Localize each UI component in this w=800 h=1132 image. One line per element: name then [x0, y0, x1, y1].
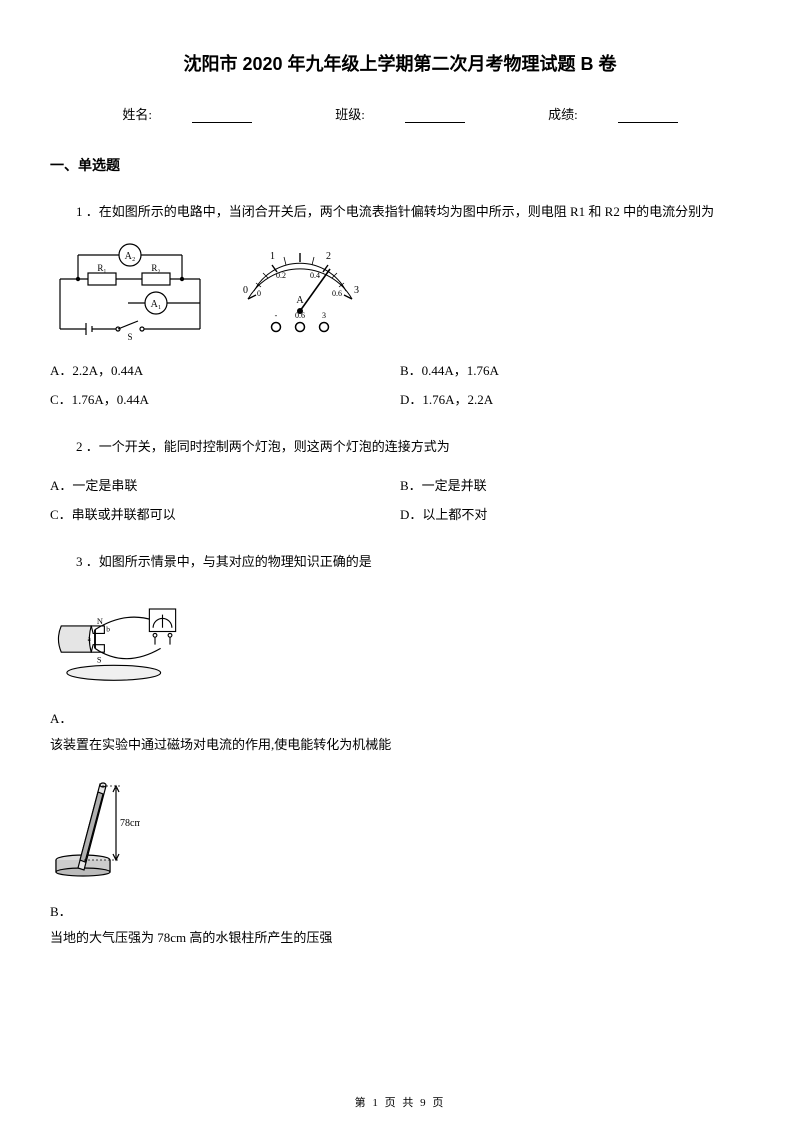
option-d: D．以上都不对 — [400, 501, 750, 530]
barometer-diagram: 78cm — [50, 772, 140, 882]
svg-text:R₂: R₂ — [151, 263, 160, 273]
svg-text:1: 1 — [270, 251, 275, 262]
svg-text:A: A — [296, 295, 304, 306]
option-c: C．串联或并联都可以 — [50, 501, 400, 530]
question-3-figure-a: N S a b — [50, 589, 750, 698]
option-a-desc: 该装置在实验中通过磁场对电流的作用,使电能转化为机械能 — [50, 732, 750, 758]
option-a: A．一定是串联 — [50, 472, 400, 501]
question-2: 2 ．一个开关，能同时控制两个灯泡，则这两个灯泡的连接方式为 A．一定是串联 B… — [50, 434, 750, 529]
svg-text:S: S — [97, 655, 102, 665]
svg-text:0.6: 0.6 — [332, 289, 342, 298]
svg-text:0.6: 0.6 — [295, 311, 305, 320]
svg-text:b: b — [106, 625, 110, 634]
option-d: D．1.76A，2.2A — [400, 386, 750, 415]
svg-text:0: 0 — [257, 289, 261, 298]
svg-text:A₁: A₁ — [151, 299, 162, 310]
info-row: 姓名: 班级: 成绩: — [50, 104, 750, 123]
svg-text:2: 2 — [326, 251, 331, 262]
question-1-options: A．2.2A，0.44A B．0.44A，1.76A C．1.76A，0.44A… — [50, 357, 750, 414]
svg-text:N: N — [97, 616, 103, 626]
question-2-text: 2 ．一个开关，能同时控制两个灯泡，则这两个灯泡的连接方式为 — [50, 434, 750, 460]
ammeter-dial: 0 1 2 3 0 0.2 0.4 0.6 A - 0.6 3 — [230, 241, 370, 341]
svg-text:a: a — [88, 634, 92, 643]
page-title: 沈阳市 2020 年九年级上学期第二次月考物理试题 B 卷 — [50, 50, 750, 76]
score-field: 成绩: — [528, 107, 698, 122]
svg-text:78cm: 78cm — [120, 818, 140, 829]
option-a-label: A． — [50, 706, 750, 732]
option-a: A．2.2A，0.44A — [50, 357, 400, 386]
svg-text:0: 0 — [243, 285, 248, 296]
question-1: 1 ．在如图所示的电路中，当闭合开关后，两个电流表指针偏转均为图中所示，则电阻 … — [50, 199, 750, 414]
svg-text:3: 3 — [354, 285, 359, 296]
question-1-figures: A₂ R₁ R₂ A₁ — [50, 241, 750, 341]
svg-text:3: 3 — [322, 311, 326, 320]
option-c: C．1.76A，0.44A — [50, 386, 400, 415]
svg-text:-: - — [275, 311, 278, 320]
page-footer: 第 1 页 共 9 页 — [0, 1094, 800, 1110]
svg-text:0.4: 0.4 — [310, 271, 320, 280]
option-b-desc: 当地的大气压强为 78cm 高的水银柱所产生的压强 — [50, 925, 750, 951]
option-b-label: B． — [50, 899, 750, 925]
svg-text:R₁: R₁ — [97, 263, 106, 273]
question-3-figure-b: 78cm — [50, 772, 750, 891]
option-b: B．一定是并联 — [400, 472, 750, 501]
svg-text:0.2: 0.2 — [276, 271, 286, 280]
section-header: 一、单选题 — [50, 155, 750, 175]
magnet-galvanometer-diagram: N S a b — [50, 589, 200, 689]
question-3: 3 ．如图所示情景中，与其对应的物理知识正确的是 N S a b — [50, 549, 750, 951]
name-field: 姓名: — [102, 107, 272, 122]
svg-text:A₂: A₂ — [125, 251, 136, 262]
class-field: 班级: — [315, 107, 485, 122]
question-3-text: 3 ．如图所示情景中，与其对应的物理知识正确的是 — [50, 549, 750, 575]
circuit-diagram: A₂ R₁ R₂ A₁ — [50, 241, 210, 341]
option-b: B．0.44A，1.76A — [400, 357, 750, 386]
svg-text:S: S — [127, 332, 132, 341]
question-1-text: 1 ．在如图所示的电路中，当闭合开关后，两个电流表指针偏转均为图中所示，则电阻 … — [50, 199, 750, 225]
question-2-options: A．一定是串联 B．一定是并联 C．串联或并联都可以 D．以上都不对 — [50, 472, 750, 529]
